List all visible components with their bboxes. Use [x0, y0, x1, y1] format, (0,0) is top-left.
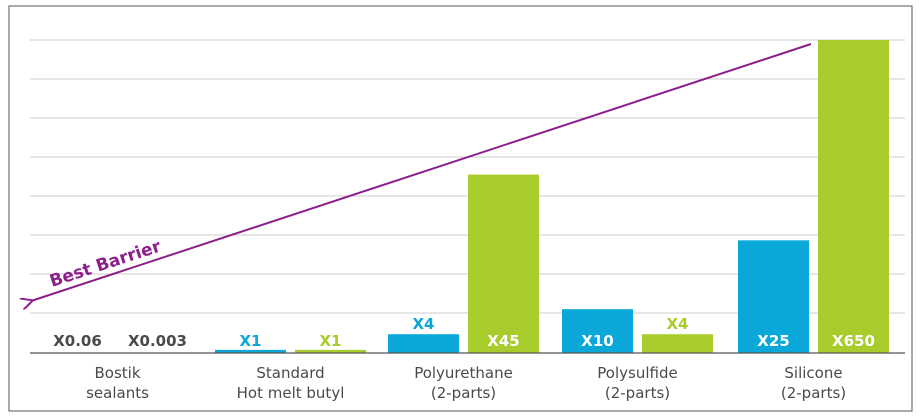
bar	[468, 174, 539, 353]
best-barrier-label: Best Barrier	[47, 236, 164, 291]
category-label: (2-parts)	[781, 384, 846, 402]
bar	[818, 40, 889, 353]
bar	[738, 240, 809, 353]
category-label: Polysulfide	[597, 364, 677, 382]
category-label: Polyurethane	[414, 364, 513, 382]
category-label: Hot melt butyl	[237, 384, 345, 402]
bar-value-label: X1	[319, 332, 341, 350]
bar-value-label: X4	[412, 315, 434, 333]
bar-label-layer: X0.06 X1 X4 X10 X25 X0.003 X1 X45 X4 X650	[53, 315, 875, 350]
bar-value-label: X0.06	[53, 332, 102, 350]
category-label: sealants	[86, 384, 149, 402]
bar-value-label: X25	[757, 332, 789, 350]
bar-value-label: X45	[487, 332, 519, 350]
category-label: Bostik	[94, 364, 140, 382]
bar-value-label: X10	[581, 332, 613, 350]
bar	[388, 334, 459, 353]
bar-value-label: X4	[666, 315, 688, 333]
bar	[295, 349, 366, 353]
bar-layer	[215, 40, 889, 353]
category-label: Silicone	[784, 364, 842, 382]
best-barrier-arrow	[31, 43, 812, 301]
chart-frame	[8, 5, 913, 412]
category-label: (2-parts)	[431, 384, 496, 402]
category-label: (2-parts)	[605, 384, 670, 402]
category-label: Standard	[256, 364, 324, 382]
bar-value-label: X650	[832, 332, 875, 350]
category-label-layer: Bostik sealants Standard Hot melt butyl Poly…	[86, 364, 846, 402]
annotation-layer: Best Barrier	[31, 43, 812, 301]
bar-value-label: X1	[239, 332, 261, 350]
bar	[642, 334, 713, 353]
bar	[215, 349, 286, 353]
bar-value-label: X0.003	[128, 332, 187, 350]
grid-layer	[30, 39, 905, 314]
bar	[562, 309, 633, 353]
